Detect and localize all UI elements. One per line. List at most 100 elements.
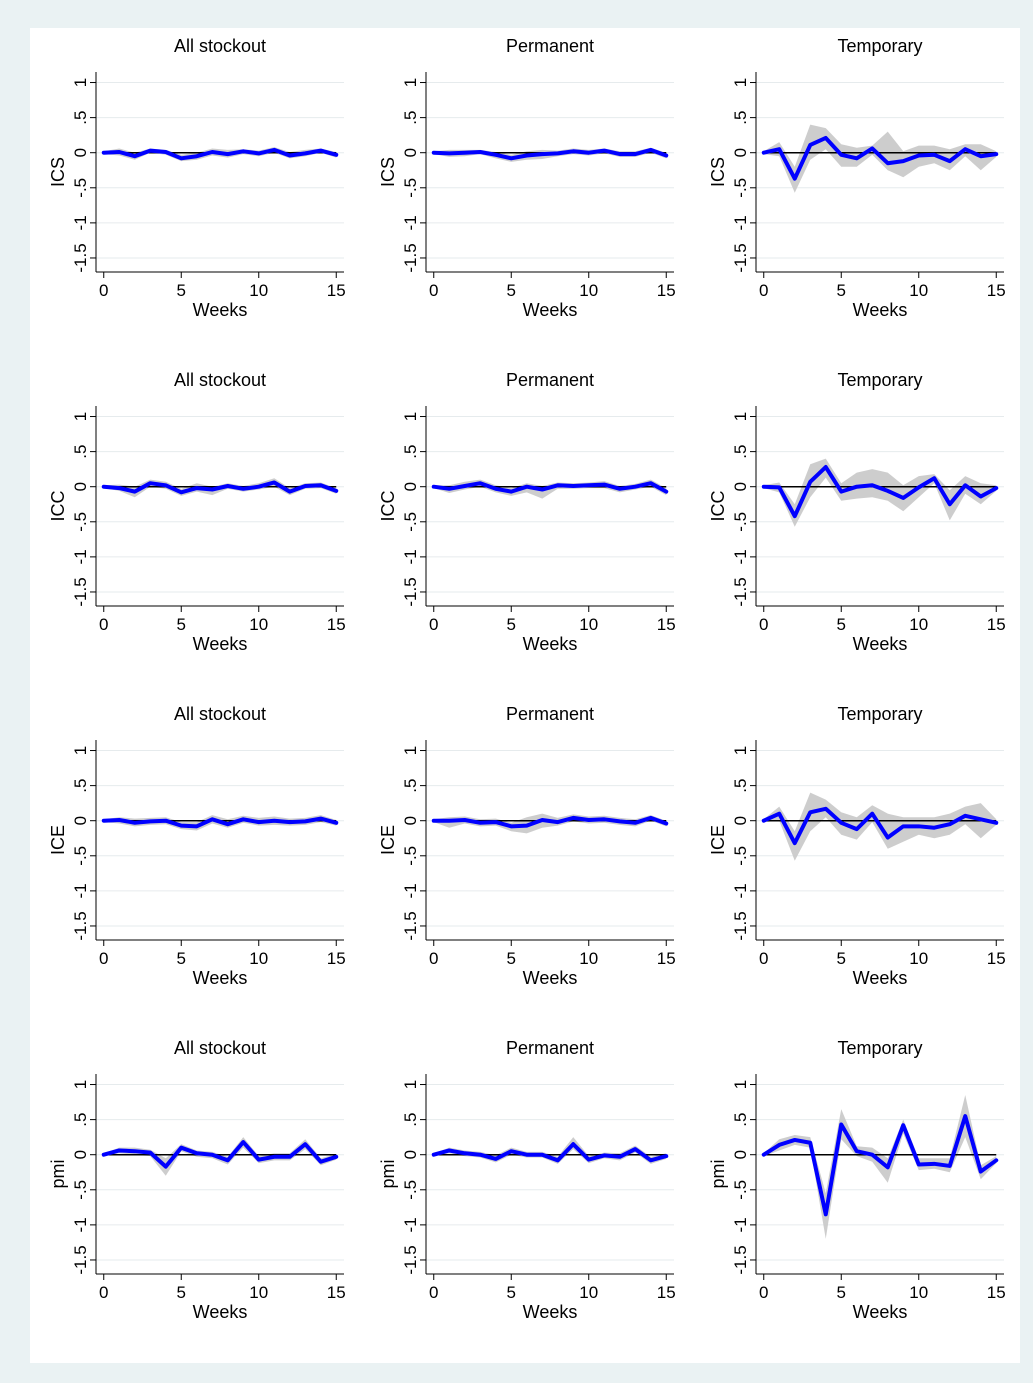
y-tick-label: -.5 [401, 1180, 420, 1200]
y-tick-label: -.5 [71, 512, 90, 532]
y-tick-label: -.5 [71, 178, 90, 198]
y-tick-label: 0 [71, 148, 90, 157]
series-line [431, 815, 669, 829]
panel-title: Temporary [837, 370, 922, 390]
y-tick-label: 1 [401, 746, 420, 755]
x-axis-title: Weeks [853, 300, 908, 320]
y-tick-label: .5 [401, 445, 420, 459]
series-line [761, 1114, 999, 1217]
y-tick-label: -1.5 [71, 243, 90, 272]
y-tick-label: .5 [731, 779, 750, 793]
y-axis-title: ICS [708, 157, 728, 187]
figure-frame: 1.5 0 -.5 -1 -1.5 0 5 10 15 All stockout Weeks ICS 1… [30, 28, 1020, 1363]
y-tick-label: 1 [71, 1080, 90, 1089]
chart-panel: 1 .5 0 -.5 -1 -1.5 0 5 10 15 Temporary Weeks pmi [708, 1038, 1006, 1322]
y-tick-label: -.5 [71, 1180, 90, 1200]
y-tick-label: 0 [401, 482, 420, 491]
y-axis-title: ICC [48, 491, 68, 522]
chart-panel: 1 .5 0 -.5 -1 -1.5 0 5 10 15 Temporary Weeks ICE [708, 704, 1006, 988]
chart-panel: 1 .5 0 -.5 -1 -1.5 0 5 10 15 Permanent Weeks pmi [378, 1038, 676, 1322]
x-tick-label: 5 [837, 1283, 846, 1302]
x-tick-label: 0 [759, 1283, 768, 1302]
x-tick-label: 5 [837, 281, 846, 300]
x-tick-label: 10 [909, 1283, 928, 1302]
x-axis-title: Weeks [193, 300, 248, 320]
y-tick-label: -1.5 [401, 577, 420, 606]
x-tick-label: 5 [837, 949, 846, 968]
y-tick-label: -.5 [731, 178, 750, 198]
y-tick-label: 1 [731, 78, 750, 87]
y-tick-label: -1 [731, 1217, 750, 1232]
x-tick-label: 10 [909, 281, 928, 300]
y-tick-label: .5 [401, 779, 420, 793]
confidence-band [763, 458, 997, 527]
panel-title: Temporary [837, 36, 922, 56]
chart-panel: 1 .5 0 -.5 -1 -1.5 0 5 10 15 All stockout Weeks ICC [48, 370, 346, 654]
y-axis-title: ICE [378, 825, 398, 855]
x-tick-label: 15 [987, 281, 1006, 300]
x-tick-label: 5 [507, 1283, 516, 1302]
x-tick-label: 10 [909, 615, 928, 634]
x-tick-label: 5 [837, 615, 846, 634]
y-tick-label: 0 [731, 148, 750, 157]
y-tick-label: -1 [401, 549, 420, 564]
y-tick-label: -1.5 [71, 911, 90, 940]
x-tick-label: 5 [177, 1283, 186, 1302]
chart-panel: 1 .5 0 -.5 -1 -1.5 0 5 10 15 Temporary Weeks ICC [708, 370, 1006, 654]
x-axis-title: Weeks [193, 968, 248, 988]
x-tick-label: 10 [579, 1283, 598, 1302]
y-tick-label: .5 [401, 1113, 420, 1127]
x-tick-label: 10 [249, 281, 268, 300]
y-tick-label: -.5 [731, 846, 750, 866]
y-tick-label: 0 [71, 1150, 90, 1159]
y-tick-label: -1 [71, 1217, 90, 1232]
x-tick-label: 5 [507, 615, 516, 634]
series-line [431, 147, 669, 161]
y-tick-label: 0 [71, 482, 90, 491]
y-axis-title: ICS [48, 157, 68, 187]
y-tick-label: -1.5 [401, 243, 420, 272]
x-tick-label: 10 [909, 949, 928, 968]
y-tick-label: -.5 [731, 1180, 750, 1200]
panel-title: All stockout [174, 704, 266, 724]
x-tick-label: 0 [759, 949, 768, 968]
y-axis-title: ICS [378, 157, 398, 187]
x-tick-label: 15 [327, 281, 346, 300]
x-tick-label: 0 [429, 1283, 438, 1302]
y-tick-label: 0 [731, 1150, 750, 1159]
y-tick-label: 1 [731, 746, 750, 755]
series-line [761, 135, 999, 181]
y-tick-label: 0 [731, 482, 750, 491]
y-axis-title: ICE [48, 825, 68, 855]
y-tick-label: -1 [731, 883, 750, 898]
series-line [101, 816, 339, 829]
y-tick-label: -.5 [401, 512, 420, 532]
y-tick-label: -.5 [731, 512, 750, 532]
y-tick-label: -1 [401, 215, 420, 230]
panel-title: Permanent [506, 1038, 594, 1058]
y-tick-label: 1 [71, 746, 90, 755]
series-line [761, 806, 999, 846]
x-tick-label: 10 [579, 281, 598, 300]
x-tick-label: 15 [327, 615, 346, 634]
y-tick-label: 1 [401, 412, 420, 421]
y-tick-label: .5 [731, 445, 750, 459]
x-tick-label: 10 [249, 949, 268, 968]
chart-panel: 1 .5 0 -.5 -1 -1.5 0 5 10 15 Permanent Weeks ICE [378, 704, 676, 988]
x-tick-label: 0 [99, 615, 108, 634]
series-line [431, 1142, 669, 1163]
y-tick-label: 1 [731, 1080, 750, 1089]
chart-panel: 1 .5 0 -.5 -1 -1.5 0 5 10 15 Temporary Weeks ICS [708, 36, 1006, 320]
panel-title: Temporary [837, 1038, 922, 1058]
x-tick-label: 15 [987, 1283, 1006, 1302]
x-axis-title: Weeks [853, 1302, 908, 1322]
y-axis-title: ICE [708, 825, 728, 855]
x-tick-label: 10 [249, 1283, 268, 1302]
y-tick-label: -.5 [401, 846, 420, 866]
x-tick-label: 0 [429, 615, 438, 634]
y-tick-label: -1 [401, 883, 420, 898]
x-tick-label: 15 [327, 1283, 346, 1302]
panel-title: Permanent [506, 370, 594, 390]
series-line [431, 481, 669, 494]
